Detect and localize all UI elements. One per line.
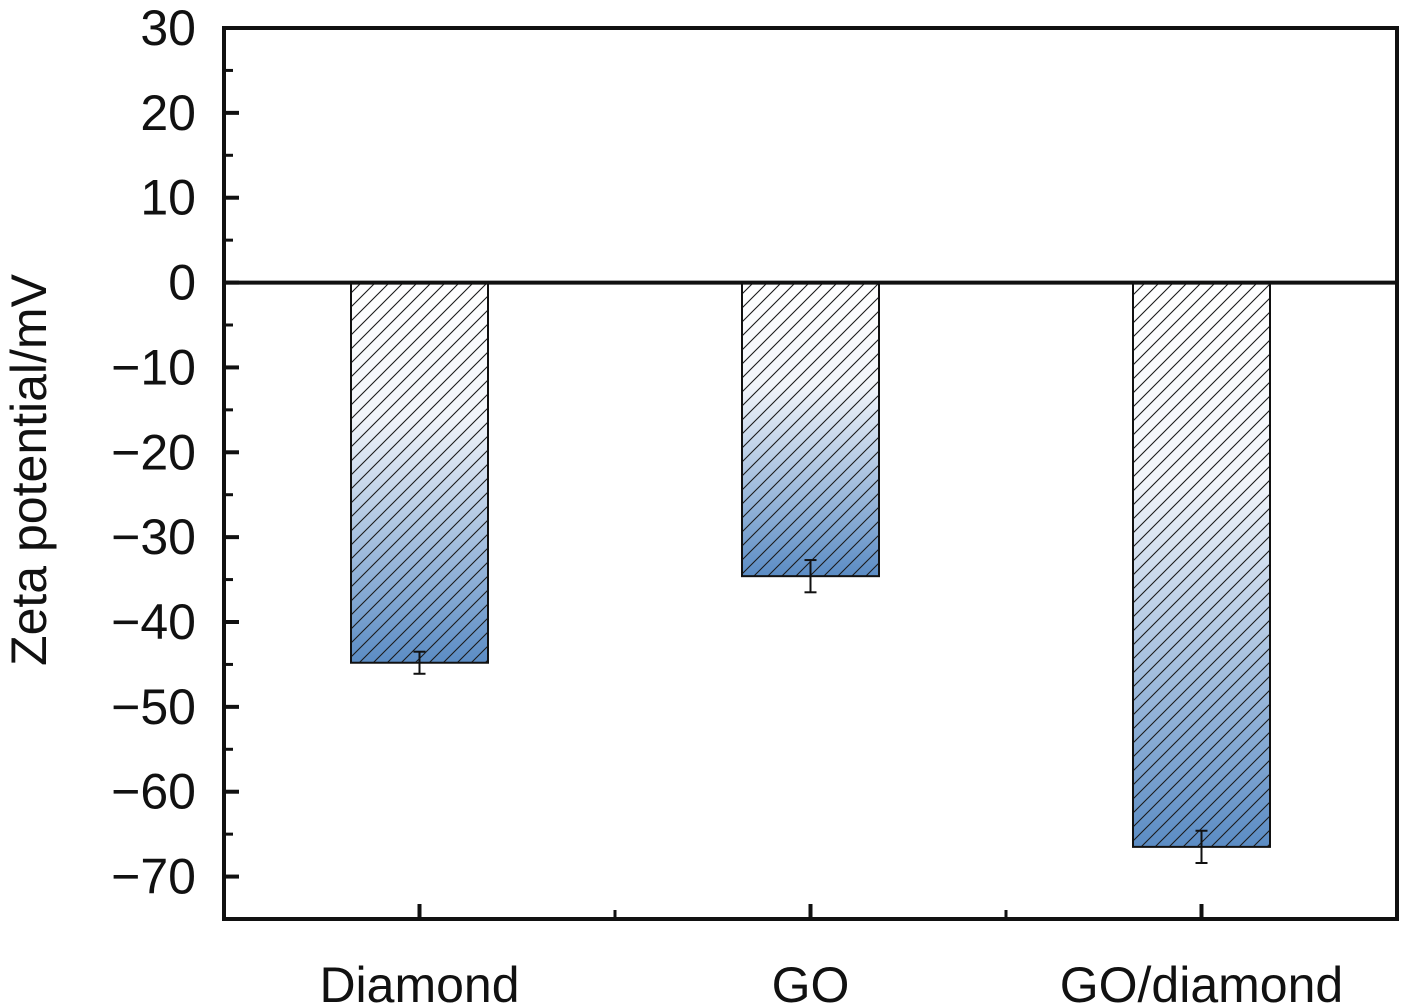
error-bars-layer — [413, 559, 1208, 864]
x-tick-label: GO — [772, 957, 850, 1004]
error-bar-diamond — [413, 650, 426, 675]
bars-layer — [350, 281, 1271, 848]
y-tick-label: 20 — [140, 85, 196, 141]
bar-hatch — [741, 281, 880, 578]
error-bar-go — [804, 559, 817, 594]
y-axis: 30 20 10 0 −10 −20 −30 −40 −50 −60 −70 — [111, 0, 239, 905]
y-tick-label: 30 — [140, 0, 196, 56]
x-axis: Diamond GO GO/diamond — [319, 904, 1343, 1004]
x-tick-label: Diamond — [319, 957, 519, 1004]
y-axis-title: Zeta potential/mV — [1, 273, 57, 666]
bar-diamond — [350, 281, 489, 664]
bar-go — [741, 281, 880, 578]
y-tick-label: −20 — [111, 424, 196, 480]
y-tick-label: 10 — [140, 170, 196, 226]
y-tick-label: 0 — [168, 255, 196, 311]
y-tick-label: −40 — [111, 594, 196, 650]
x-tick-label: GO/diamond — [1060, 957, 1343, 1004]
bar-hatch — [1132, 281, 1271, 848]
y-tick-label: −10 — [111, 339, 196, 395]
y-tick-label: −30 — [111, 509, 196, 565]
bar-hatch — [350, 281, 489, 664]
bar-go-diamond — [1132, 281, 1271, 848]
y-tick-label: −70 — [111, 849, 196, 905]
y-tick-label: −60 — [111, 764, 196, 820]
error-bar-go-diamond — [1195, 829, 1208, 864]
y-tick-label: −50 — [111, 679, 196, 735]
